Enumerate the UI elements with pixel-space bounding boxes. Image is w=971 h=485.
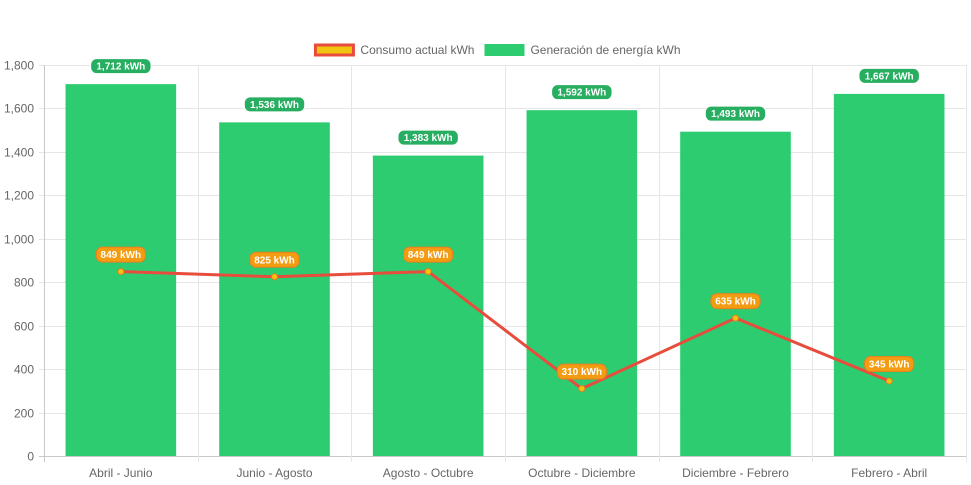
x-tick-label: Octubre - Diciembre: [528, 466, 636, 480]
generation-data-label-bg: [858, 67, 920, 84]
consumption-data-label: 825 kWh: [254, 255, 295, 266]
y-tick-label: 400: [14, 363, 34, 377]
consumption-data-label: 310 kWh: [562, 367, 603, 378]
legend[interactable]: Consumo actual kWh Generación de energía …: [313, 43, 681, 57]
consumption-data-label: 849 kWh: [408, 250, 449, 261]
legend-label-consumption[interactable]: Consumo actual kWh: [360, 43, 474, 57]
generation-bar: [526, 110, 638, 456]
generation-bar: [833, 93, 945, 456]
y-tick-label: 0: [27, 450, 34, 464]
consumption-data-label-bg: [556, 363, 607, 380]
y-tick-label: 1,000: [4, 233, 34, 247]
x-tick-label: Abril - Junio: [89, 466, 153, 480]
generation-data-label-bg: [704, 105, 767, 122]
consumption-data-label-bg: [403, 246, 454, 263]
x-tick-label: Junio - Agosto: [236, 466, 312, 480]
axes: 0 200 400 600 800 1,000 1,200 1,400 1,600 1,800 Ab…: [4, 59, 927, 481]
generation-data-label: 1,383 kWh: [404, 133, 453, 144]
legend-swatch-generation[interactable]: [484, 44, 525, 56]
consumption-point: [885, 377, 893, 385]
line-series: [117, 268, 893, 393]
generation-data-label: 1,667 kWh: [865, 71, 914, 82]
generation-bar: [219, 122, 330, 456]
generation-data-label: 1,712 kWh: [96, 62, 145, 73]
legend-swatch-consumption[interactable]: [313, 43, 355, 57]
y-tick-label: 1,800: [4, 59, 34, 73]
generation-data-label: 1,536 kWh: [250, 100, 299, 111]
grid-lines: [39, 65, 967, 462]
consumption-line: [120, 270, 890, 391]
consumption-point: [271, 273, 278, 281]
y-tick-label: 1,200: [4, 189, 34, 203]
consumption-point: [424, 268, 432, 276]
legend-label-generation[interactable]: Generación de energía kWh: [530, 43, 680, 57]
generation-data-label-bg: [243, 96, 306, 113]
consumption-point: [117, 268, 125, 276]
x-tick-label: Diciembre - Febrero: [682, 466, 789, 480]
y-tick-label: 200: [14, 407, 34, 421]
y-tick-label: 1,600: [4, 102, 34, 116]
consumption-point: [732, 314, 739, 322]
y-tick-label: 800: [14, 276, 34, 290]
y-tick-label: 600: [14, 320, 34, 334]
consumption-data-label: 345 kWh: [869, 360, 910, 371]
consumption-data-label-bg: [864, 356, 915, 373]
x-tick-label: Febrero - Abril: [851, 466, 927, 480]
generation-data-label-bg: [551, 84, 613, 101]
consumption-data-label: 849 kWh: [101, 250, 142, 261]
consumption-data-label: 635 kWh: [715, 297, 756, 308]
consumption-data-label-bg: [95, 246, 146, 263]
y-tick-label: 1,400: [4, 146, 34, 160]
generation-data-label-bg: [397, 129, 459, 146]
consumption-point: [578, 385, 586, 393]
consumption-data-label-bg: [249, 251, 300, 268]
generation-bar: [372, 155, 484, 456]
generation-data-label: 1,592 kWh: [557, 88, 606, 99]
data-labels: 1,712 kWh 1,536 kWh 1,383 kWh 1,592 kWh 1,49…: [90, 58, 920, 380]
x-tick-label: Agosto - Octubre: [383, 466, 474, 480]
generation-data-label-bg: [90, 58, 152, 75]
generation-data-label: 1,493 kWh: [711, 109, 760, 120]
consumption-data-label-bg: [710, 293, 761, 310]
